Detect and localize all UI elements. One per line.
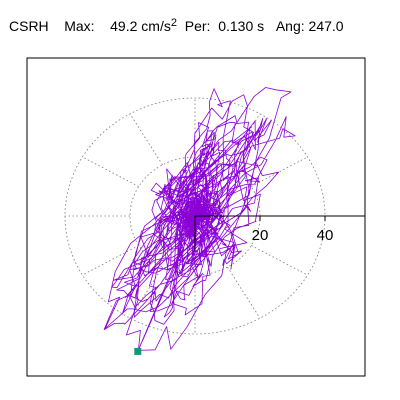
max-value: 49.2 [110,18,138,34]
per-label: Per: [184,18,211,34]
station-code: CSRH [9,18,49,34]
azimuth-spoke-330 [251,245,308,276]
azimuth-spoke-300 [227,266,261,319]
chart-header: CSRH Max: 49.2 cm/s2 Per: 0.130 s Ang: 2… [9,17,344,36]
azimuth-spoke-30 [251,156,308,187]
plot-frame [26,57,366,377]
max-unit-exponent: 2 [170,17,177,29]
per-value: 0.130 s [218,18,265,34]
max-unit: cm/s2 [141,17,177,34]
tick-label-40: 40 [317,227,334,244]
azimuth-spoke-150 [82,156,139,187]
particle-motion-trace [103,87,296,352]
tick-label-20: 20 [252,227,269,244]
max-label: Max: [64,18,95,34]
ang-label: Ang: [275,18,305,34]
azimuth-spoke-120 [129,113,163,166]
ang-value: 247.0 [308,18,344,34]
peak-marker [134,347,142,355]
azimuth-spoke-210 [82,245,139,276]
